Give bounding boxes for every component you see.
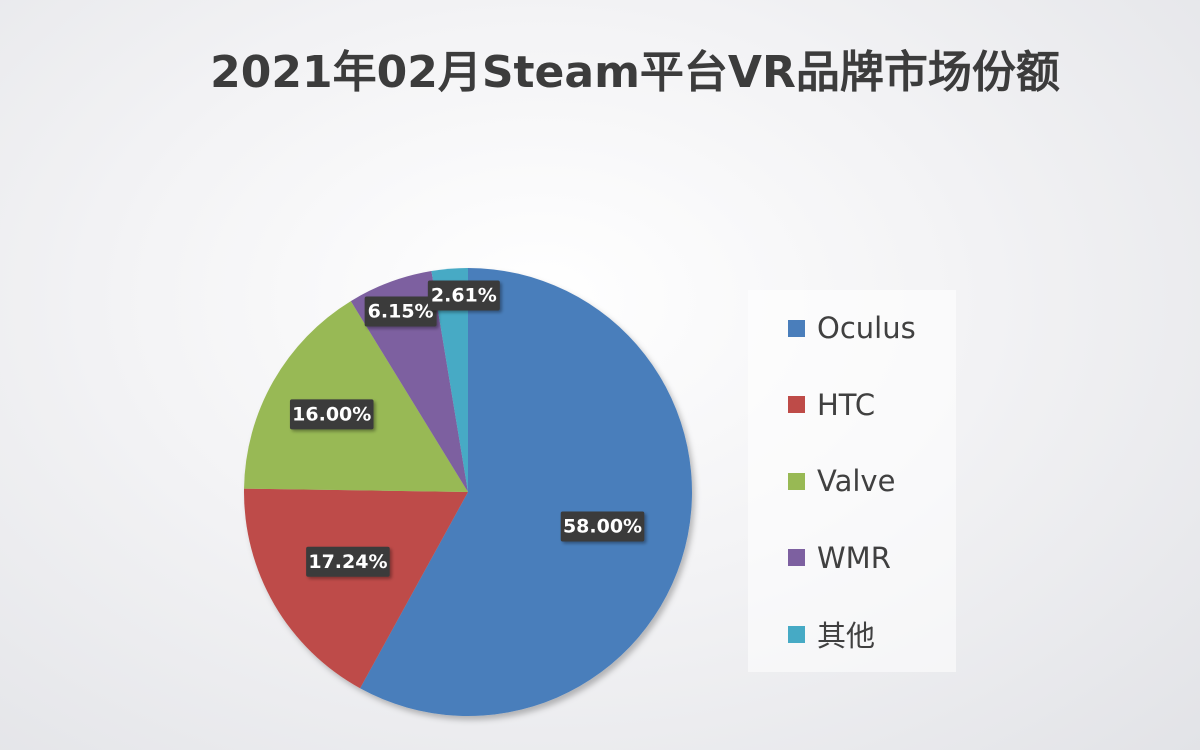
data-label-3: 6.15% — [364, 296, 437, 327]
data-label-box — [289, 399, 374, 430]
data-label-box — [427, 280, 500, 311]
data-label-text: 2.61% — [431, 285, 497, 307]
pie-slices — [243, 268, 692, 716]
pie-slice-oculus — [360, 268, 692, 716]
legend: Oculus HTC Valve WMR 其他 — [748, 290, 956, 672]
legend-item: Valve — [788, 461, 895, 501]
data-label-box — [560, 511, 645, 542]
legend-label: 其他 — [817, 619, 876, 653]
legend-swatch — [788, 319, 805, 337]
legend-swatch — [788, 549, 805, 566]
legend-item: HTC — [788, 385, 875, 425]
pie-slice-valve — [244, 301, 468, 492]
pie-data-labels: 58.00% 17.24% 16.00% 6.15%2.61% — [289, 280, 645, 577]
data-label-text: 58.00% — [563, 516, 642, 538]
data-label-box — [306, 546, 390, 577]
legend-item: 其他 — [788, 614, 875, 654]
data-label-text: 6.15% — [368, 301, 434, 323]
legend-swatch — [788, 396, 805, 413]
pie-slice-other — [431, 268, 468, 492]
legend-label: Oculus — [817, 311, 916, 345]
legend-label: Valve — [817, 464, 896, 498]
data-label-0: 58.00% — [560, 511, 645, 542]
legend-swatch — [788, 625, 805, 643]
data-label-box — [364, 296, 437, 327]
data-label-text: 17.24% — [308, 551, 387, 573]
legend-swatch — [788, 472, 805, 490]
legend-label: HTC — [817, 387, 876, 422]
legend-item: Oculus — [788, 308, 916, 348]
data-label-2: 16.00% — [289, 399, 374, 430]
legend-item: WMR — [788, 538, 891, 578]
legend-label: WMR — [817, 540, 891, 575]
data-label-1: 17.24% — [306, 546, 390, 577]
chart-title: 2021年02月Steam平台VR品牌市场份额 — [210, 47, 1060, 98]
data-label-4: 2.61% — [427, 280, 500, 311]
pie-slice-htc — [243, 488, 468, 689]
data-label-text: 16.00% — [292, 403, 371, 425]
